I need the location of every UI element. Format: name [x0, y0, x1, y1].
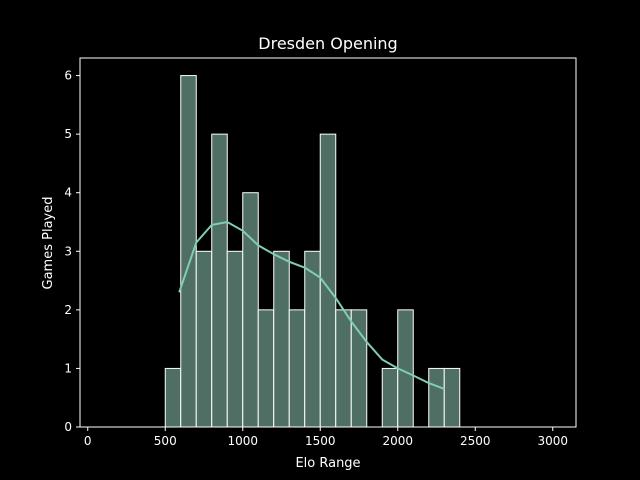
histogram-bar-9 — [304, 250, 321, 428]
histogram-bar-11 — [335, 309, 352, 428]
histogram-bar-4 — [226, 250, 244, 428]
y-tick-label-1: 1 — [64, 361, 72, 375]
histogram-bar-3 — [211, 133, 228, 428]
x-tick-label-500: 500 — [154, 434, 177, 448]
histogram-bar-6 — [257, 309, 275, 428]
y-axis-label: Games Played — [41, 197, 56, 290]
x-tick-label-2500: 2500 — [460, 434, 491, 448]
y-tick-label-0: 0 — [64, 420, 72, 434]
histogram-bar-2 — [195, 250, 213, 428]
y-tick-label-5: 5 — [64, 127, 72, 141]
y-tick-label-4: 4 — [64, 186, 72, 200]
histogram-bar-14 — [381, 367, 399, 428]
y-tick-label-2: 2 — [64, 303, 72, 317]
histogram-bar-12 — [350, 309, 368, 428]
plot-area-frame — [79, 57, 577, 428]
histogram-bar-8 — [288, 309, 306, 428]
x-axis-ticks: 0 500 1000 1500 2000 2500 3000 — [84, 427, 568, 448]
chart-title: Dresden Opening — [258, 34, 397, 53]
y-tick-label-3: 3 — [64, 244, 72, 258]
x-tick-label-0: 0 — [84, 434, 92, 448]
histogram-bar-17 — [428, 367, 445, 428]
histogram-bar-7 — [273, 250, 290, 428]
x-tick-label-2000: 2000 — [382, 434, 413, 448]
y-axis-ticks: 0 1 2 3 4 5 6 — [64, 69, 80, 434]
histogram-bars — [164, 75, 461, 428]
x-tick-label-1000: 1000 — [227, 434, 258, 448]
y-tick-label-6: 6 — [64, 69, 72, 83]
histogram-bar-18 — [443, 367, 461, 428]
kde-density-line — [178, 220, 445, 390]
histogram-bar-5 — [242, 192, 259, 428]
x-tick-label-1500: 1500 — [305, 434, 336, 448]
x-axis-label: Elo Range — [295, 456, 360, 471]
histogram-bar-0 — [164, 367, 182, 428]
x-tick-label-3000: 3000 — [537, 434, 568, 448]
